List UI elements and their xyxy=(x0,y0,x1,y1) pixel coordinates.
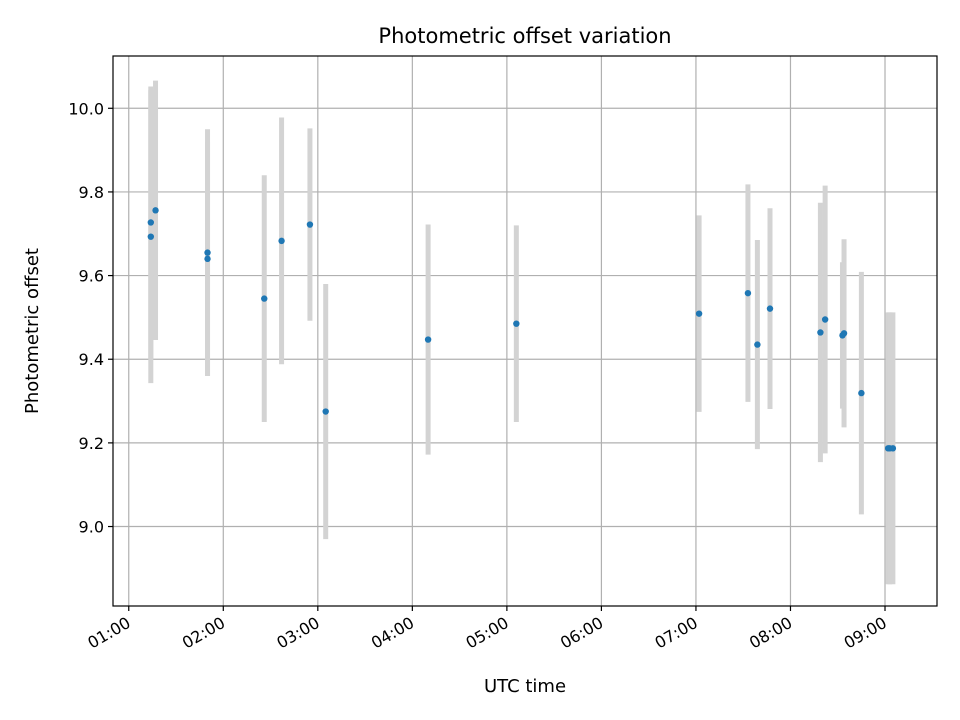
x-axis-title: UTC time xyxy=(484,676,566,697)
chart-title: Photometric offset variation xyxy=(378,24,671,48)
data-point xyxy=(424,336,432,343)
data-points xyxy=(147,207,897,452)
y-axis-title: Photometric offset xyxy=(22,248,43,414)
grid xyxy=(113,56,937,606)
y-tick-label: 10.0 xyxy=(68,99,104,118)
data-point xyxy=(204,255,211,263)
y-tick-label: 9.8 xyxy=(79,183,104,202)
data-point xyxy=(889,445,897,452)
data-point xyxy=(278,237,285,245)
data-point xyxy=(766,305,774,312)
data-point xyxy=(513,320,520,327)
data-point xyxy=(858,389,865,397)
data-point xyxy=(147,219,155,226)
data-point xyxy=(204,249,211,256)
y-tick-label: 9.6 xyxy=(79,267,104,286)
y-tick-label: 9.4 xyxy=(79,350,104,369)
data-point xyxy=(322,408,329,415)
data-point xyxy=(744,289,752,297)
y-tick-label: 9.0 xyxy=(79,518,104,537)
data-point xyxy=(147,233,155,240)
data-point xyxy=(840,330,848,337)
data-point xyxy=(817,329,824,336)
data-point xyxy=(695,310,703,317)
data-point xyxy=(306,221,314,228)
plot-frame xyxy=(112,55,938,607)
data-point xyxy=(821,316,829,323)
data-point xyxy=(261,295,268,302)
data-point xyxy=(754,341,761,348)
data-point xyxy=(152,207,159,214)
y-axis-ticks: 9.0 9.2 9.4 9.6 9.8 10.0 xyxy=(68,99,113,537)
y-tick-label: 9.2 xyxy=(79,434,104,453)
